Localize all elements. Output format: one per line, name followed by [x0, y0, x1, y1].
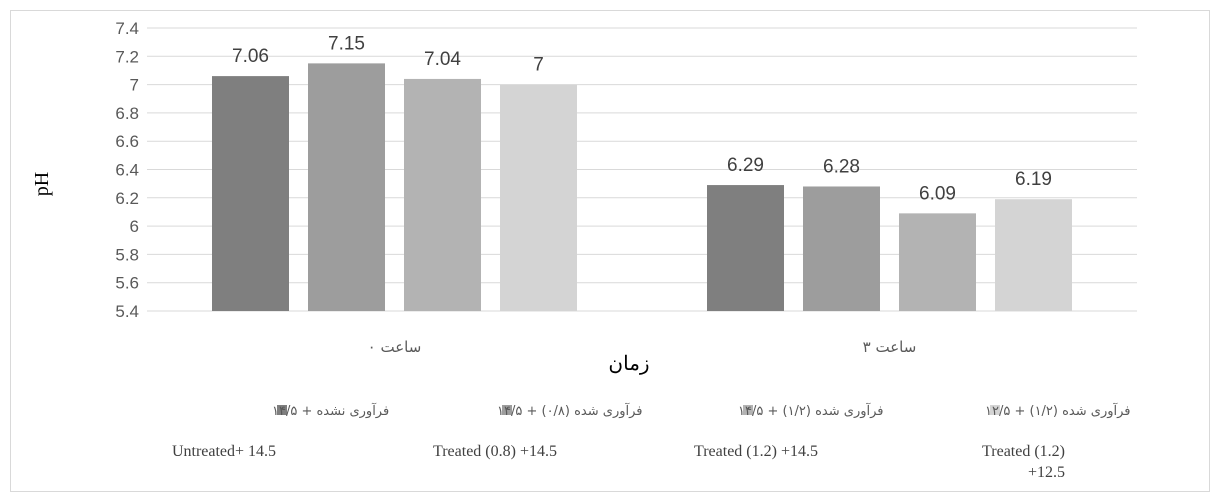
- legend: فرآوری نشده + ۱۴/۵ Untreated+ 14.5 فرآوری …: [172, 402, 1131, 481]
- y-tick-label: 6.4: [115, 161, 139, 180]
- legend-swatch: [990, 405, 1000, 415]
- legend-label: فرآوری شده (۱/۲) + ۱۴/۵: [738, 402, 884, 419]
- data-label: 6.09: [919, 183, 956, 204]
- bars: [212, 63, 1072, 311]
- data-label: 7: [533, 55, 544, 76]
- y-tick-label: 5.4: [115, 302, 139, 321]
- data-label: 6.28: [823, 156, 860, 177]
- legend-label-en: Untreated+ 14.5: [172, 443, 276, 460]
- bar: [707, 185, 784, 311]
- x-category-label: ساعت ۰: [368, 338, 422, 356]
- y-axis-title: pH: [31, 172, 53, 196]
- data-label: 6.19: [1015, 169, 1052, 190]
- bar: [899, 213, 976, 311]
- y-tick-label: 6.8: [115, 104, 139, 123]
- legend-swatch: [502, 405, 512, 415]
- y-tick-label: 7: [130, 76, 139, 95]
- y-tick-label: 5.8: [115, 245, 139, 264]
- legend-label-en: Treated (0.8) +14.5: [433, 443, 557, 460]
- y-axis-ticks: 5.4 5.6 5.8 6 6.2 6.4 6.6 6.8 7 7.2 7.4: [115, 19, 139, 321]
- y-tick-label: 6.6: [115, 132, 139, 151]
- y-tick-label: 6.2: [115, 189, 139, 208]
- bar: [212, 76, 289, 311]
- x-axis-title: زمان: [608, 353, 649, 375]
- bar: [995, 199, 1072, 311]
- bar: [404, 78, 481, 311]
- legend-label: فرآوری شده (۱/۲) + ۱۲/۵: [985, 402, 1131, 419]
- bar: [803, 186, 880, 311]
- x-category-label: ساعت ۳: [863, 338, 917, 356]
- data-label: 7.15: [328, 33, 365, 54]
- gridlines: [147, 27, 1137, 312]
- legend-swatch: [277, 405, 287, 415]
- legend-label-en: Treated (1.2) +14.5: [694, 443, 818, 460]
- data-labels: 7.06 7.15 7.04 7 6.29 6.28 6.09 6.19: [232, 33, 1052, 204]
- legend-swatch: [743, 405, 753, 415]
- bar: [500, 84, 577, 311]
- data-label: 7.06: [232, 46, 269, 67]
- y-tick-label: 7.4: [115, 19, 139, 38]
- x-axis-categories: ساعت ۰ ساعت ۳: [368, 338, 917, 356]
- data-label: 6.29: [727, 155, 764, 176]
- data-label: 7.04: [424, 49, 461, 70]
- legend-label: فرآوری نشده + ۱۴/۵: [272, 402, 389, 419]
- y-tick-label: 6: [130, 217, 139, 236]
- legend-label-en: Treated (1.2) +12.5: [982, 443, 1065, 481]
- y-tick-label: 7.2: [115, 47, 139, 66]
- bar: [308, 63, 385, 311]
- legend-label: فرآوری شده (۰/۸) + ۱۴/۵: [497, 402, 643, 419]
- y-tick-label: 5.6: [115, 274, 139, 293]
